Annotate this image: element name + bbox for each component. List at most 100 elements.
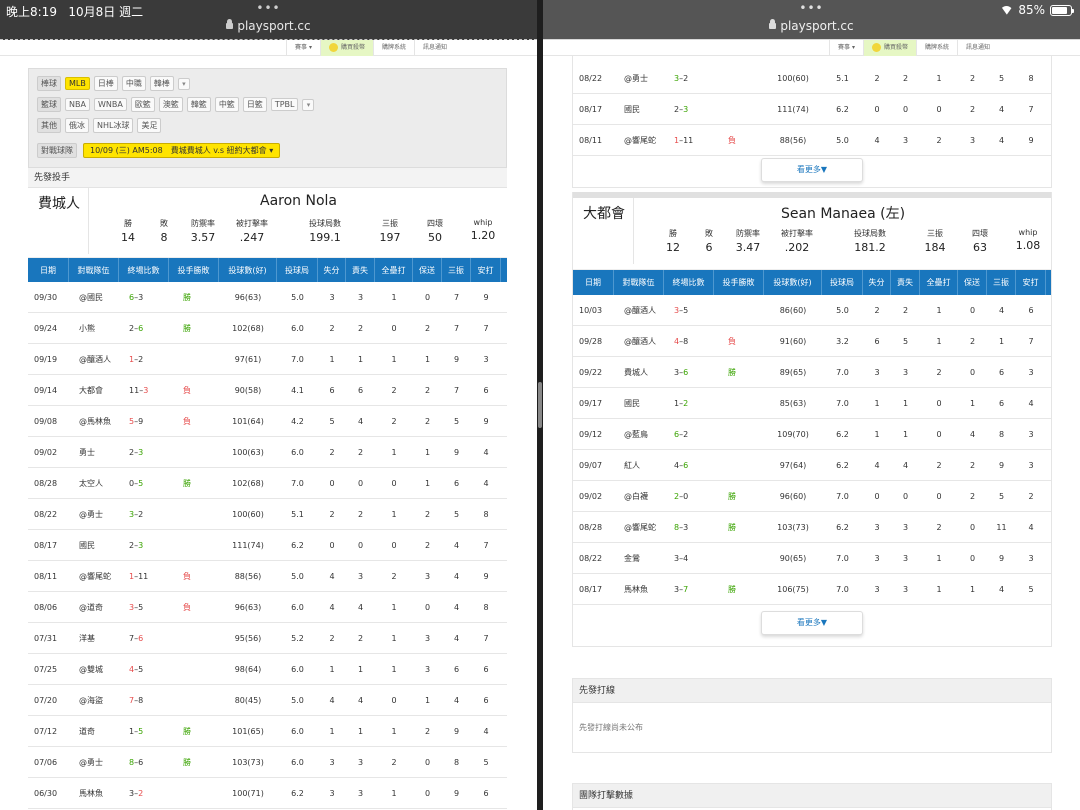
cell: 3–5 [664, 295, 714, 325]
more-dots-icon[interactable]: ••• [799, 1, 824, 15]
column-header[interactable]: 投手勝敗 [714, 270, 764, 295]
table-row[interactable]: 09/19 @釀酒人 1–2 97(61) 7.0 1 1 1 1 9 3 [28, 344, 507, 375]
league-tag[interactable]: NBA [65, 98, 90, 111]
table-row[interactable]: 08/17 國民 2–3 111(74) 6.2 0 0 0 2 4 7 [573, 94, 1051, 125]
column-header[interactable]: 終場比數 [119, 258, 169, 282]
table-row[interactable]: 10/03 @釀酒人 3–5 86(60) 5.0 2 2 1 0 4 6 [573, 295, 1051, 326]
column-header[interactable]: 投球數(好) [764, 270, 822, 295]
cell: 5.0 [836, 135, 849, 145]
table-row[interactable]: 07/12 道奇 1–5 勝 101(65) 6.0 1 1 1 2 9 4 [28, 716, 507, 747]
table-row[interactable]: 09/22 費城人 3–6 勝 89(65) 7.0 3 3 2 0 6 3 [573, 357, 1051, 388]
cell: 1 [391, 633, 397, 643]
toolbar-item[interactable]: 賽事 ▾ [829, 40, 863, 56]
table-row[interactable]: 09/14 大都會 11–3 負 90(58) 4.1 6 6 2 2 7 6 [28, 375, 507, 406]
league-tag[interactable]: 日籃 [242, 97, 267, 112]
cell: 8 [1028, 73, 1034, 83]
table-row[interactable]: 09/24 小熊 2–6 勝 102(68) 6.0 2 2 0 2 7 7 [28, 313, 507, 344]
column-header[interactable]: 投球局 [822, 270, 863, 295]
toolbar-item[interactable]: 購買殺幣 [862, 40, 916, 56]
game-select[interactable]: 10/09 (三) AM5:08 費城費城人 v.s 紐約大都會 ▾ [83, 143, 281, 158]
column-header[interactable]: 保送 [958, 270, 987, 295]
column-header[interactable]: 全壘打 [375, 258, 413, 282]
show-more-button[interactable]: 看更多▼ [761, 158, 863, 182]
more-dots-icon[interactable]: ••• [256, 1, 281, 15]
stat-0: 勝 12 [643, 228, 703, 254]
table-row[interactable]: 09/28 @釀酒人 4–8 負 91(60) 3.2 6 5 1 2 1 7 [573, 326, 1051, 357]
league-tag[interactable]: 韓棒 [149, 76, 174, 91]
column-header[interactable]: 失分 [318, 258, 346, 282]
cell: 4 [874, 135, 880, 145]
column-header[interactable]: 安打 [1016, 270, 1046, 295]
toolbar-item[interactable]: 購牌系統 [372, 40, 414, 56]
table-row[interactable]: 09/30 @國民 6–3 勝 96(63) 5.0 3 3 1 0 7 9 [28, 282, 507, 313]
toolbar-item[interactable]: 購牌系統 [915, 40, 957, 56]
cell: 7 [483, 323, 489, 333]
cell [714, 388, 764, 418]
toolbar-item[interactable]: 訊息通知 [413, 40, 455, 56]
league-tag[interactable]: 歐籃 [130, 97, 155, 112]
chevron-down-icon[interactable]: ▾ [177, 77, 190, 90]
chevron-down-icon[interactable]: ▾ [302, 98, 315, 111]
column-header[interactable]: 對戰隊伍 [614, 270, 664, 295]
table-row[interactable]: 08/11 @響尾蛇 1–11 負 88(56) 5.0 4 3 2 3 4 9 [573, 125, 1051, 156]
column-header[interactable]: 責失 [346, 258, 375, 282]
table-row[interactable]: 08/28 太空人 0–5 勝 102(68) 7.0 0 0 0 1 6 4 [28, 468, 507, 499]
column-header[interactable]: 安打 [471, 258, 501, 282]
show-more-button[interactable]: 看更多▼ [761, 611, 863, 635]
table-row[interactable]: 08/22 @勇士 3–2 100(60) 5.1 2 2 1 2 5 8 [28, 499, 507, 530]
toolbar-item[interactable]: 訊息通知 [956, 40, 998, 56]
address-bar[interactable]: playsport.cc [0, 19, 537, 33]
column-header[interactable]: 三振 [442, 258, 471, 282]
cell [714, 543, 764, 573]
league-tag[interactable]: 澳籃 [158, 97, 183, 112]
address-bar[interactable]: playsport.cc [543, 19, 1080, 33]
table-row[interactable]: 07/31 洋基 7–6 95(56) 5.2 2 2 1 3 4 7 [28, 623, 507, 654]
column-header[interactable]: 失分 [863, 270, 891, 295]
split-divider[interactable] [537, 0, 543, 810]
league-tag[interactable]: 韓籃 [186, 97, 211, 112]
toolbar-item[interactable]: 購買殺幣 [319, 40, 373, 56]
table-row[interactable]: 08/17 馬林魚 3–7 勝 106(75) 7.0 3 3 1 1 4 5 [573, 574, 1051, 605]
league-tag[interactable]: NHL冰球 [93, 118, 134, 133]
column-header[interactable]: 保送 [413, 258, 442, 282]
table-row[interactable]: 09/07 紅人 4–6 97(64) 6.2 4 4 2 2 9 3 [573, 450, 1051, 481]
table-row[interactable]: 08/22 @勇士 3–2 100(60) 5.1 2 2 1 2 5 8 [573, 63, 1051, 94]
league-tag[interactable]: 中籃 [214, 97, 239, 112]
table-row[interactable]: 08/17 國民 2–3 111(74) 6.2 0 0 0 2 4 7 [28, 530, 507, 561]
league-tag[interactable]: MLB [65, 77, 90, 90]
column-header[interactable]: 終場比數 [664, 270, 714, 295]
divider-handle[interactable] [538, 382, 542, 428]
table-row[interactable]: 08/06 @道奇 3–5 負 96(63) 6.0 4 4 1 0 4 8 [28, 592, 507, 623]
league-tag[interactable]: 美足 [137, 118, 162, 133]
table-row[interactable]: 07/06 @勇士 8–6 勝 103(73) 6.0 3 3 2 0 8 5 [28, 747, 507, 778]
table-row[interactable]: 08/22 金鶯 3–4 90(65) 7.0 3 3 1 0 9 3 [573, 543, 1051, 574]
column-header[interactable]: 全壘打 [920, 270, 958, 295]
column-header[interactable]: 日期 [573, 270, 614, 295]
table-row[interactable]: 09/02 勇士 2–3 100(63) 6.0 2 2 1 1 9 4 [28, 437, 507, 468]
table-row[interactable]: 07/20 @海盜 7–8 80(45) 5.0 4 4 0 1 4 6 [28, 685, 507, 716]
league-tag[interactable]: 俄冰 [65, 118, 89, 133]
column-header[interactable]: 三振 [987, 270, 1016, 295]
table-row[interactable]: 09/12 @藍鳥 6–2 109(70) 6.2 1 1 0 4 8 3 [573, 419, 1051, 450]
column-header[interactable]: 投球數(好) [219, 258, 277, 282]
table-row[interactable]: 09/02 @白襪 2–0 勝 96(60) 7.0 0 0 0 2 5 2 [573, 481, 1051, 512]
cell: 5.0 [291, 571, 304, 581]
league-tag[interactable]: 中職 [121, 76, 146, 91]
column-header[interactable]: 責失 [891, 270, 920, 295]
cell: 7.0 [836, 491, 849, 501]
table-row[interactable]: 08/28 @響尾蛇 8–3 勝 103(73) 6.2 3 3 2 0 11 4 [573, 512, 1051, 543]
column-header[interactable]: 投球局 [277, 258, 318, 282]
league-tag[interactable]: 日棒 [93, 76, 118, 91]
league-tag[interactable]: WNBA [93, 98, 127, 111]
table-row[interactable]: 07/25 @雙城 4–5 98(64) 6.0 1 1 1 3 6 6 [28, 654, 507, 685]
column-header[interactable]: 對戰隊伍 [69, 258, 119, 282]
table-row[interactable]: 09/17 國民 1–2 85(63) 7.0 1 1 0 1 6 4 [573, 388, 1051, 419]
column-header[interactable]: 投手勝敗 [169, 258, 219, 282]
toolbar-item[interactable]: 賽事 ▾ [286, 40, 320, 56]
league-tag[interactable]: TPBL [270, 98, 299, 111]
table-row[interactable]: 06/30 馬林魚 3–2 100(71) 6.2 3 3 1 0 9 6 [28, 778, 507, 809]
table-row[interactable]: 09/08 @馬林魚 5–9 負 101(64) 4.2 5 4 2 2 5 9 [28, 406, 507, 437]
table-row[interactable]: 08/11 @響尾蛇 1–11 負 88(56) 5.0 4 3 2 3 4 9 [28, 561, 507, 592]
cell: 6.0 [291, 602, 304, 612]
column-header[interactable]: 日期 [28, 258, 69, 282]
